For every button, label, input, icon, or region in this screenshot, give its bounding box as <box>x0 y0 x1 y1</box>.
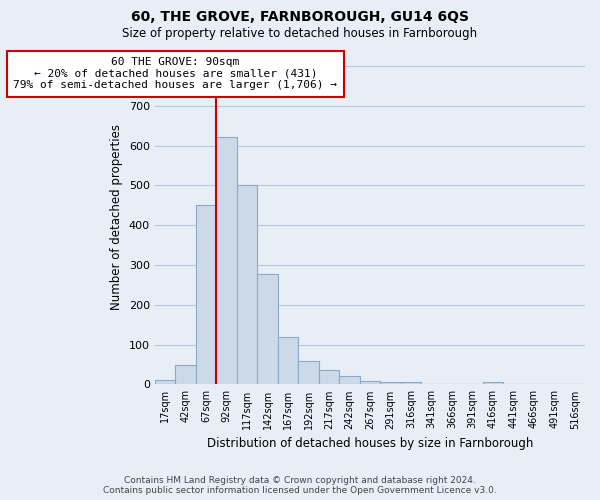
Bar <box>298 360 319 384</box>
Text: 60, THE GROVE, FARNBOROUGH, GU14 6QS: 60, THE GROVE, FARNBOROUGH, GU14 6QS <box>131 10 469 24</box>
Text: 60 THE GROVE: 90sqm
← 20% of detached houses are smaller (431)
79% of semi-detac: 60 THE GROVE: 90sqm ← 20% of detached ho… <box>13 58 337 90</box>
Bar <box>217 137 237 384</box>
Text: Contains HM Land Registry data © Crown copyright and database right 2024.
Contai: Contains HM Land Registry data © Crown c… <box>103 476 497 495</box>
Bar <box>319 370 339 384</box>
Bar <box>401 382 421 384</box>
Bar <box>175 364 196 384</box>
Bar <box>237 186 257 384</box>
Bar <box>196 206 217 384</box>
Bar <box>257 274 278 384</box>
Bar <box>359 381 380 384</box>
Text: Size of property relative to detached houses in Farnborough: Size of property relative to detached ho… <box>122 28 478 40</box>
Bar <box>482 382 503 384</box>
Bar <box>278 338 298 384</box>
Bar <box>380 382 401 384</box>
Y-axis label: Number of detached properties: Number of detached properties <box>110 124 124 310</box>
Bar <box>339 376 359 384</box>
Bar <box>155 380 175 384</box>
X-axis label: Distribution of detached houses by size in Farnborough: Distribution of detached houses by size … <box>207 437 533 450</box>
